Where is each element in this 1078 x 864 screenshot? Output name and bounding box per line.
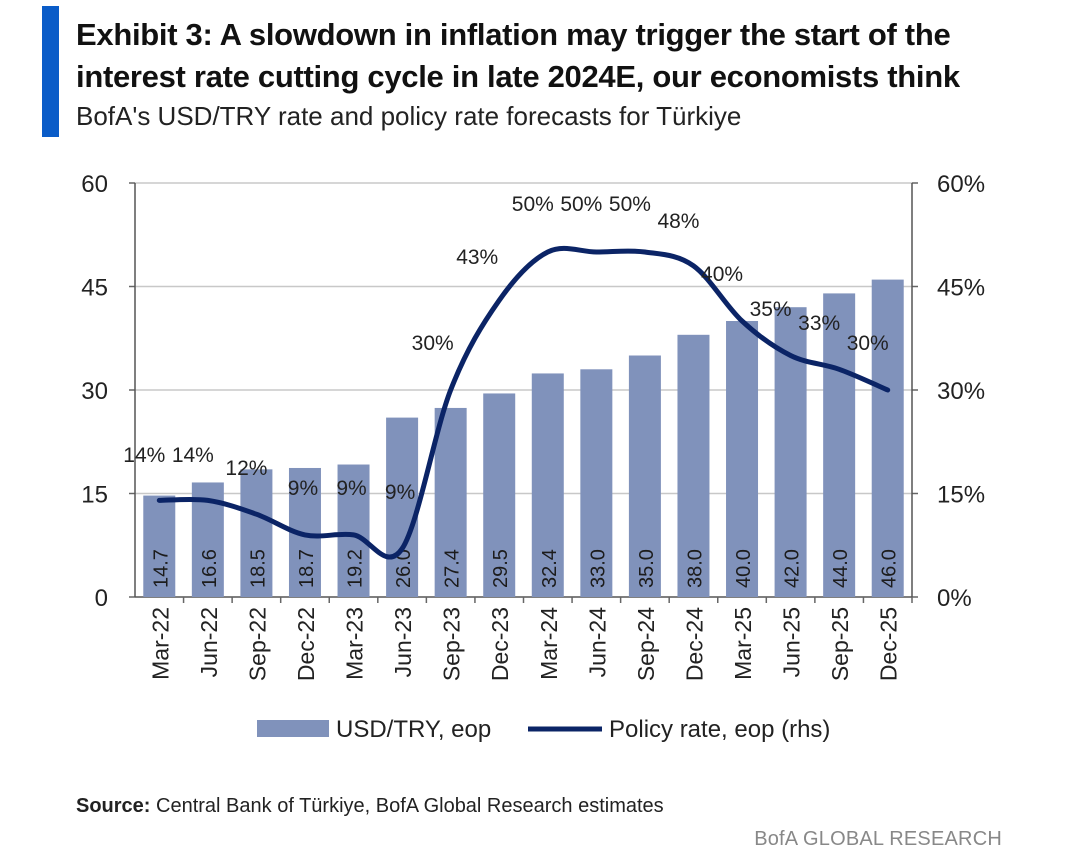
page-title: Exhibit 3: A slowdown in inflation may t… xyxy=(76,17,960,94)
policy-rate-data-label: 50% xyxy=(560,193,602,216)
policy-rate-line xyxy=(156,245,891,560)
x-axis-tick-label: Dec-23 xyxy=(487,607,513,681)
bar-value-label: 14.7 xyxy=(150,549,172,588)
policy-rate-data-label: 30% xyxy=(412,332,454,355)
bar-value-label: 40.0 xyxy=(733,549,755,588)
bar-usdtry xyxy=(434,407,467,597)
x-axis-tick-label: Dec-25 xyxy=(876,607,902,681)
bar-value-label: 35.0 xyxy=(636,549,658,588)
bar-value-label: 33.0 xyxy=(587,549,609,588)
bar-usdtry xyxy=(726,321,759,597)
bar-value-label: 38.0 xyxy=(684,549,706,588)
left-axis-tick-label: 30 xyxy=(81,378,108,405)
bar-value-label: 16.6 xyxy=(199,549,221,588)
x-axis-tick-label: Dec-24 xyxy=(681,607,707,681)
legend-swatch-usdtry xyxy=(257,720,329,737)
bar-usdtry xyxy=(677,334,710,597)
bar-usdtry xyxy=(628,355,661,597)
x-axis-tick-label: Jun-25 xyxy=(779,607,805,677)
legend-label-usdtry: USD/TRY, eop xyxy=(336,716,491,743)
bar-usdtry xyxy=(143,495,176,597)
bar-usdtry xyxy=(483,393,516,597)
bar-value-label: 46.0 xyxy=(879,549,901,588)
policy-rate-data-label: 9% xyxy=(385,481,415,504)
policy-rate-data-label: 14% xyxy=(172,444,214,467)
x-axis-tick-label: Dec-22 xyxy=(293,607,319,681)
chart: 0 15 30 45 60 0% 15% 30% 45% 60% 14.7 16.6 18.5 18.7 1… xyxy=(81,171,985,743)
left-axis-tick-label: 15 xyxy=(81,482,108,509)
x-axis-tick-label: Jun-23 xyxy=(390,607,416,677)
source-text: Central Bank of Türkiye, BofA Global Res… xyxy=(150,795,664,817)
policy-rate-data-label: 9% xyxy=(336,477,366,500)
x-axis-tick-label: Sep-24 xyxy=(633,607,659,681)
policy-rate-data-label: 50% xyxy=(609,193,651,216)
bar-usdtry xyxy=(580,369,613,597)
x-axis-tick-label: Sep-23 xyxy=(439,607,465,681)
right-axis-tick-label: 45% xyxy=(937,275,985,302)
bar-value-label: 18.7 xyxy=(296,549,318,588)
x-axis-tick-label: Mar-23 xyxy=(342,607,368,680)
page-subtitle: BofA's USD/TRY rate and policy rate fore… xyxy=(76,101,742,131)
x-axis-tick-label: Mar-24 xyxy=(536,607,562,680)
bar-usdtry xyxy=(337,464,370,597)
x-axis-tick-label: Jun-22 xyxy=(196,607,222,677)
policy-rate-data-label: 50% xyxy=(512,193,554,216)
bar-value-label: 26.0 xyxy=(393,549,415,588)
policy-rate-data-label: 14% xyxy=(123,444,165,467)
bar-usdtry xyxy=(823,293,856,597)
legend-label-policy-rate: Policy rate, eop (rhs) xyxy=(609,716,830,743)
right-axis-tick-label: 15% xyxy=(937,482,985,509)
bar-usdtry xyxy=(240,469,273,597)
accent-bar xyxy=(42,6,59,137)
bar-usdtry xyxy=(531,373,564,597)
policy-rate-data-label: 48% xyxy=(657,210,699,233)
right-axis-tick-label: 60% xyxy=(937,171,985,198)
right-axis-tick-label: 0% xyxy=(937,585,972,612)
policy-rate-data-label: 30% xyxy=(847,332,889,355)
policy-rate-data-label: 33% xyxy=(798,312,840,335)
policy-rate-data-label: 9% xyxy=(288,477,318,500)
source-note: Source: Central Bank of Türkiye, BofA Gl… xyxy=(76,795,664,818)
bar-value-label: 42.0 xyxy=(782,549,804,588)
x-axis-tick-label: Sep-25 xyxy=(827,607,853,681)
left-axis-tick-label: 45 xyxy=(81,275,108,302)
policy-rate-data-label: 12% xyxy=(225,457,267,480)
bar-value-label: 29.5 xyxy=(490,549,512,588)
policy-rate-data-label: 35% xyxy=(750,298,792,321)
bar-value-label: 19.2 xyxy=(345,549,367,588)
x-axis-tick-label: Mar-22 xyxy=(147,607,173,680)
left-axis-tick-label: 0 xyxy=(95,585,108,612)
bar-value-label: 27.4 xyxy=(442,549,464,588)
bar-value-label: 44.0 xyxy=(830,549,852,588)
bar-usdtry xyxy=(386,417,419,597)
bar-value-label: 18.5 xyxy=(247,549,269,588)
x-axis-tick-label: Mar-25 xyxy=(730,607,756,680)
policy-rate-data-label: 40% xyxy=(701,263,743,286)
right-axis-tick-label: 30% xyxy=(937,378,985,405)
left-axis-tick-label: 60 xyxy=(81,171,108,198)
brand-footer: BofA GLOBAL RESEARCH xyxy=(754,828,1002,850)
source-label: Source: xyxy=(76,795,151,817)
bar-value-label: 32.4 xyxy=(539,549,561,588)
policy-rate-data-label: 43% xyxy=(456,246,498,269)
x-axis-tick-label: Sep-22 xyxy=(244,607,270,681)
bar-usdtry xyxy=(871,279,904,597)
x-axis-tick-label: Jun-24 xyxy=(584,607,610,678)
